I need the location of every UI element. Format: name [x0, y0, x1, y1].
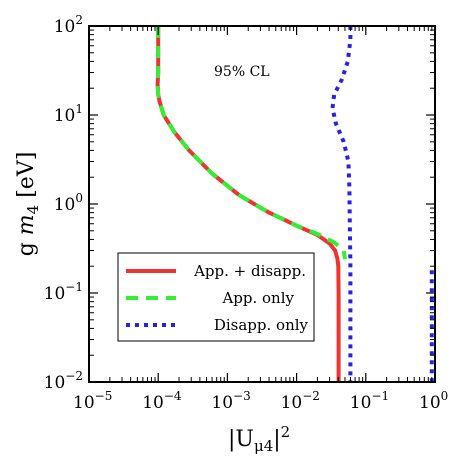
x-tick-label: 10−1: [350, 389, 389, 413]
legend-entry-disapp-only: Disapp. only: [126, 316, 309, 334]
x-tick-label: 10−3: [211, 389, 250, 413]
x-axis-title: |Uμ4|2: [228, 423, 290, 455]
legend-entry-app-disapp: App. + disapp.: [126, 262, 306, 280]
y-tick-label: 101: [54, 102, 83, 126]
y-tick-label: 10−2: [44, 369, 83, 393]
y-tick-label: 102: [54, 13, 83, 37]
series-disapp-only-line: [330, 26, 353, 382]
x-tick-label: 10−5: [73, 389, 112, 413]
legend-label-app-only: App. only: [221, 289, 294, 307]
legend: App. + disapp. App. only Disapp. only: [117, 252, 315, 342]
series-app-only-line: [155, 26, 347, 260]
y-tick-label: 10−1: [44, 280, 83, 304]
x-tick-label: 10−4: [142, 389, 182, 413]
confidence-level-annotation: 95% CL: [214, 64, 270, 80]
legend-label-disapp-only: Disapp. only: [214, 316, 309, 334]
x-tick-label: 10−2: [281, 389, 320, 413]
legend-entry-app-only: App. only: [126, 289, 295, 307]
legend-label-app-disapp: App. + disapp.: [193, 262, 306, 280]
y-axis-title: g m4 [eV]: [14, 152, 42, 257]
y-tick-label: 100: [54, 191, 83, 215]
x-tick-label: 100: [419, 389, 448, 413]
